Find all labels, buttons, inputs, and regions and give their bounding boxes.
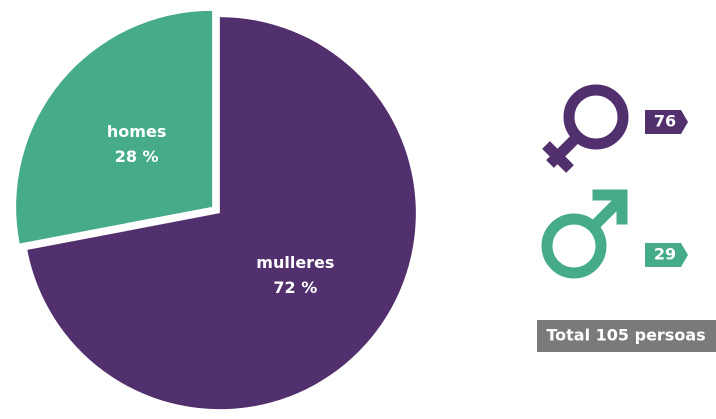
count-badge <box>645 243 688 267</box>
total-label: Total 105 persoas <box>546 326 705 345</box>
count-label: 29 <box>654 245 676 264</box>
slice-value: 28 % <box>115 147 159 166</box>
slice-value: 72 % <box>273 278 317 297</box>
pie-slice <box>16 10 213 244</box>
male-icon <box>541 189 628 279</box>
count-label: 76 <box>654 112 676 131</box>
count-badge <box>645 110 688 134</box>
slice-name: mulleres <box>256 253 334 272</box>
pie-slice <box>27 17 416 410</box>
slice-name: homes <box>107 122 166 141</box>
female-icon <box>542 84 629 173</box>
total-box <box>537 320 716 352</box>
